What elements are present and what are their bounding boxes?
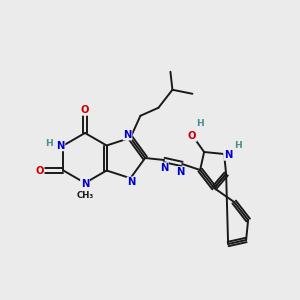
Text: N: N bbox=[224, 150, 232, 160]
Text: N: N bbox=[160, 163, 168, 173]
Text: N: N bbox=[123, 130, 132, 140]
Text: H: H bbox=[234, 142, 242, 151]
Text: N: N bbox=[81, 179, 89, 189]
Text: N: N bbox=[127, 177, 136, 187]
Text: N: N bbox=[176, 167, 184, 177]
Text: H: H bbox=[46, 139, 53, 148]
Text: CH₃: CH₃ bbox=[76, 191, 94, 200]
Text: O: O bbox=[188, 131, 197, 141]
Text: H: H bbox=[196, 119, 204, 128]
Text: O: O bbox=[35, 166, 44, 176]
Text: N: N bbox=[56, 140, 64, 151]
Text: O: O bbox=[81, 105, 89, 115]
